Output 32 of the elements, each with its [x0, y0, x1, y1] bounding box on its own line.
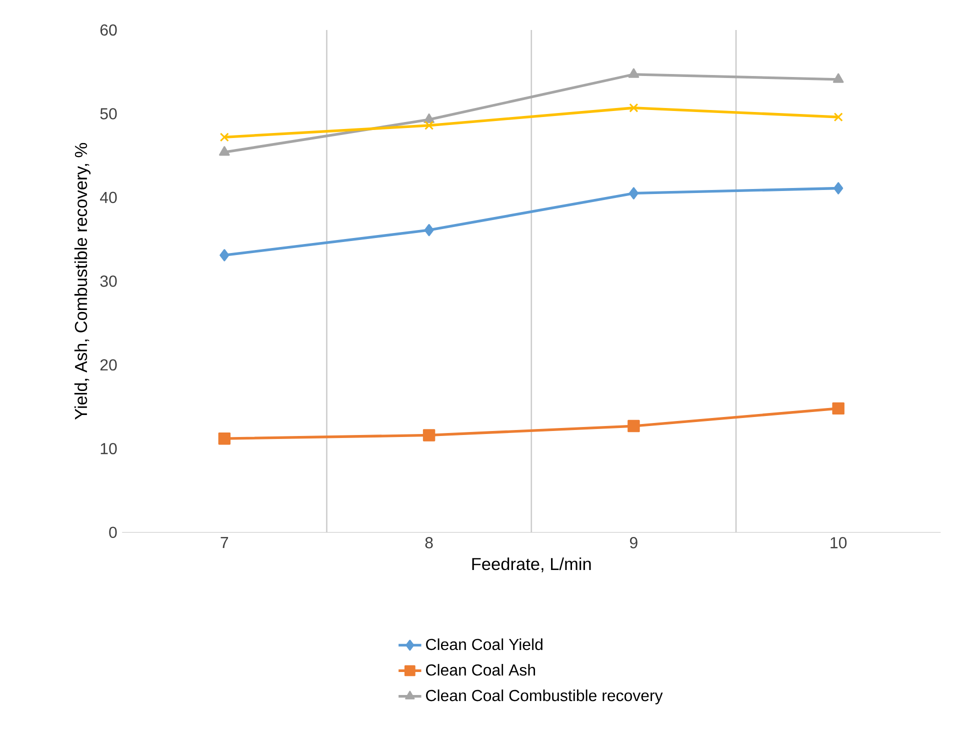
y-tick-label: 10 [100, 442, 117, 454]
point [220, 132, 229, 142]
x-axis-title: Feedrate, L/min [472, 557, 591, 572]
legend-label: Clean Coal Yield [426, 638, 542, 650]
y-tick-label: 50 [100, 108, 117, 120]
point [834, 112, 843, 122]
legend-label: Clean Coal Ash [426, 664, 536, 676]
y-tick-label: 30 [100, 275, 117, 287]
point [629, 103, 638, 112]
y-tick-label: 60 [100, 24, 117, 36]
point [628, 68, 640, 78]
legend-label: Clean Coal Combustible recovery [426, 689, 663, 704]
x-tick-label: 10 [830, 536, 847, 548]
y-axis-title: Yield, Ash, Combustible recovery, % [74, 142, 91, 420]
y-tick-label: 0 [109, 526, 117, 538]
point [832, 402, 844, 414]
y-tick-label: 40 [100, 192, 117, 204]
x-tick-label: 9 [630, 536, 638, 548]
y-tick-label: 20 [100, 359, 117, 370]
point [834, 182, 844, 194]
point [218, 432, 231, 445]
point [220, 249, 230, 262]
x-tick-label: 7 [220, 536, 228, 548]
point [424, 120, 434, 130]
point [628, 187, 638, 200]
x-tick-label: 8 [425, 536, 433, 548]
point [219, 146, 230, 156]
point [832, 73, 844, 83]
point [422, 429, 436, 442]
point [628, 420, 640, 432]
point [424, 113, 434, 123]
point [424, 224, 434, 236]
